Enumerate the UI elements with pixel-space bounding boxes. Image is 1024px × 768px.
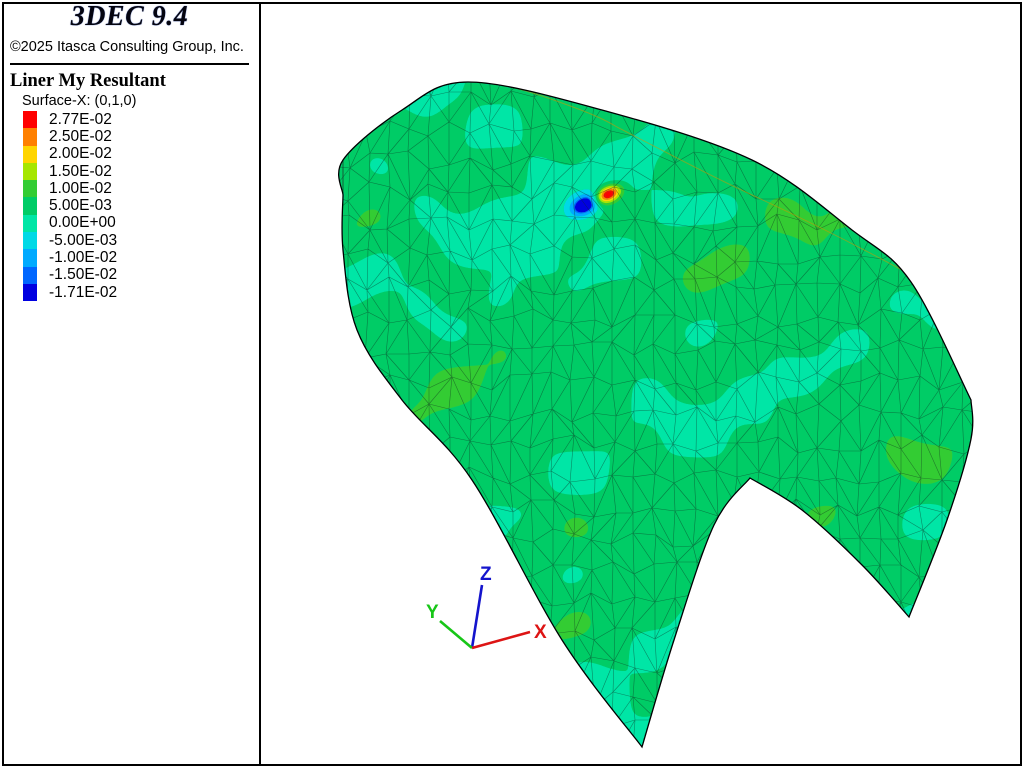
svg-text:X: X	[534, 622, 547, 643]
svg-text:Z: Z	[480, 564, 492, 585]
svg-text:Y: Y	[426, 602, 439, 623]
